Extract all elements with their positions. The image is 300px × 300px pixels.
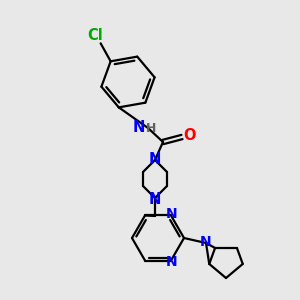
Text: N: N xyxy=(133,121,145,136)
Text: N: N xyxy=(149,152,161,166)
Text: N: N xyxy=(166,254,178,268)
Text: N: N xyxy=(149,191,161,206)
Text: N: N xyxy=(200,235,212,249)
Text: H: H xyxy=(146,122,156,136)
Text: O: O xyxy=(183,128,195,142)
Text: N: N xyxy=(166,208,178,221)
Text: Cl: Cl xyxy=(87,28,103,43)
